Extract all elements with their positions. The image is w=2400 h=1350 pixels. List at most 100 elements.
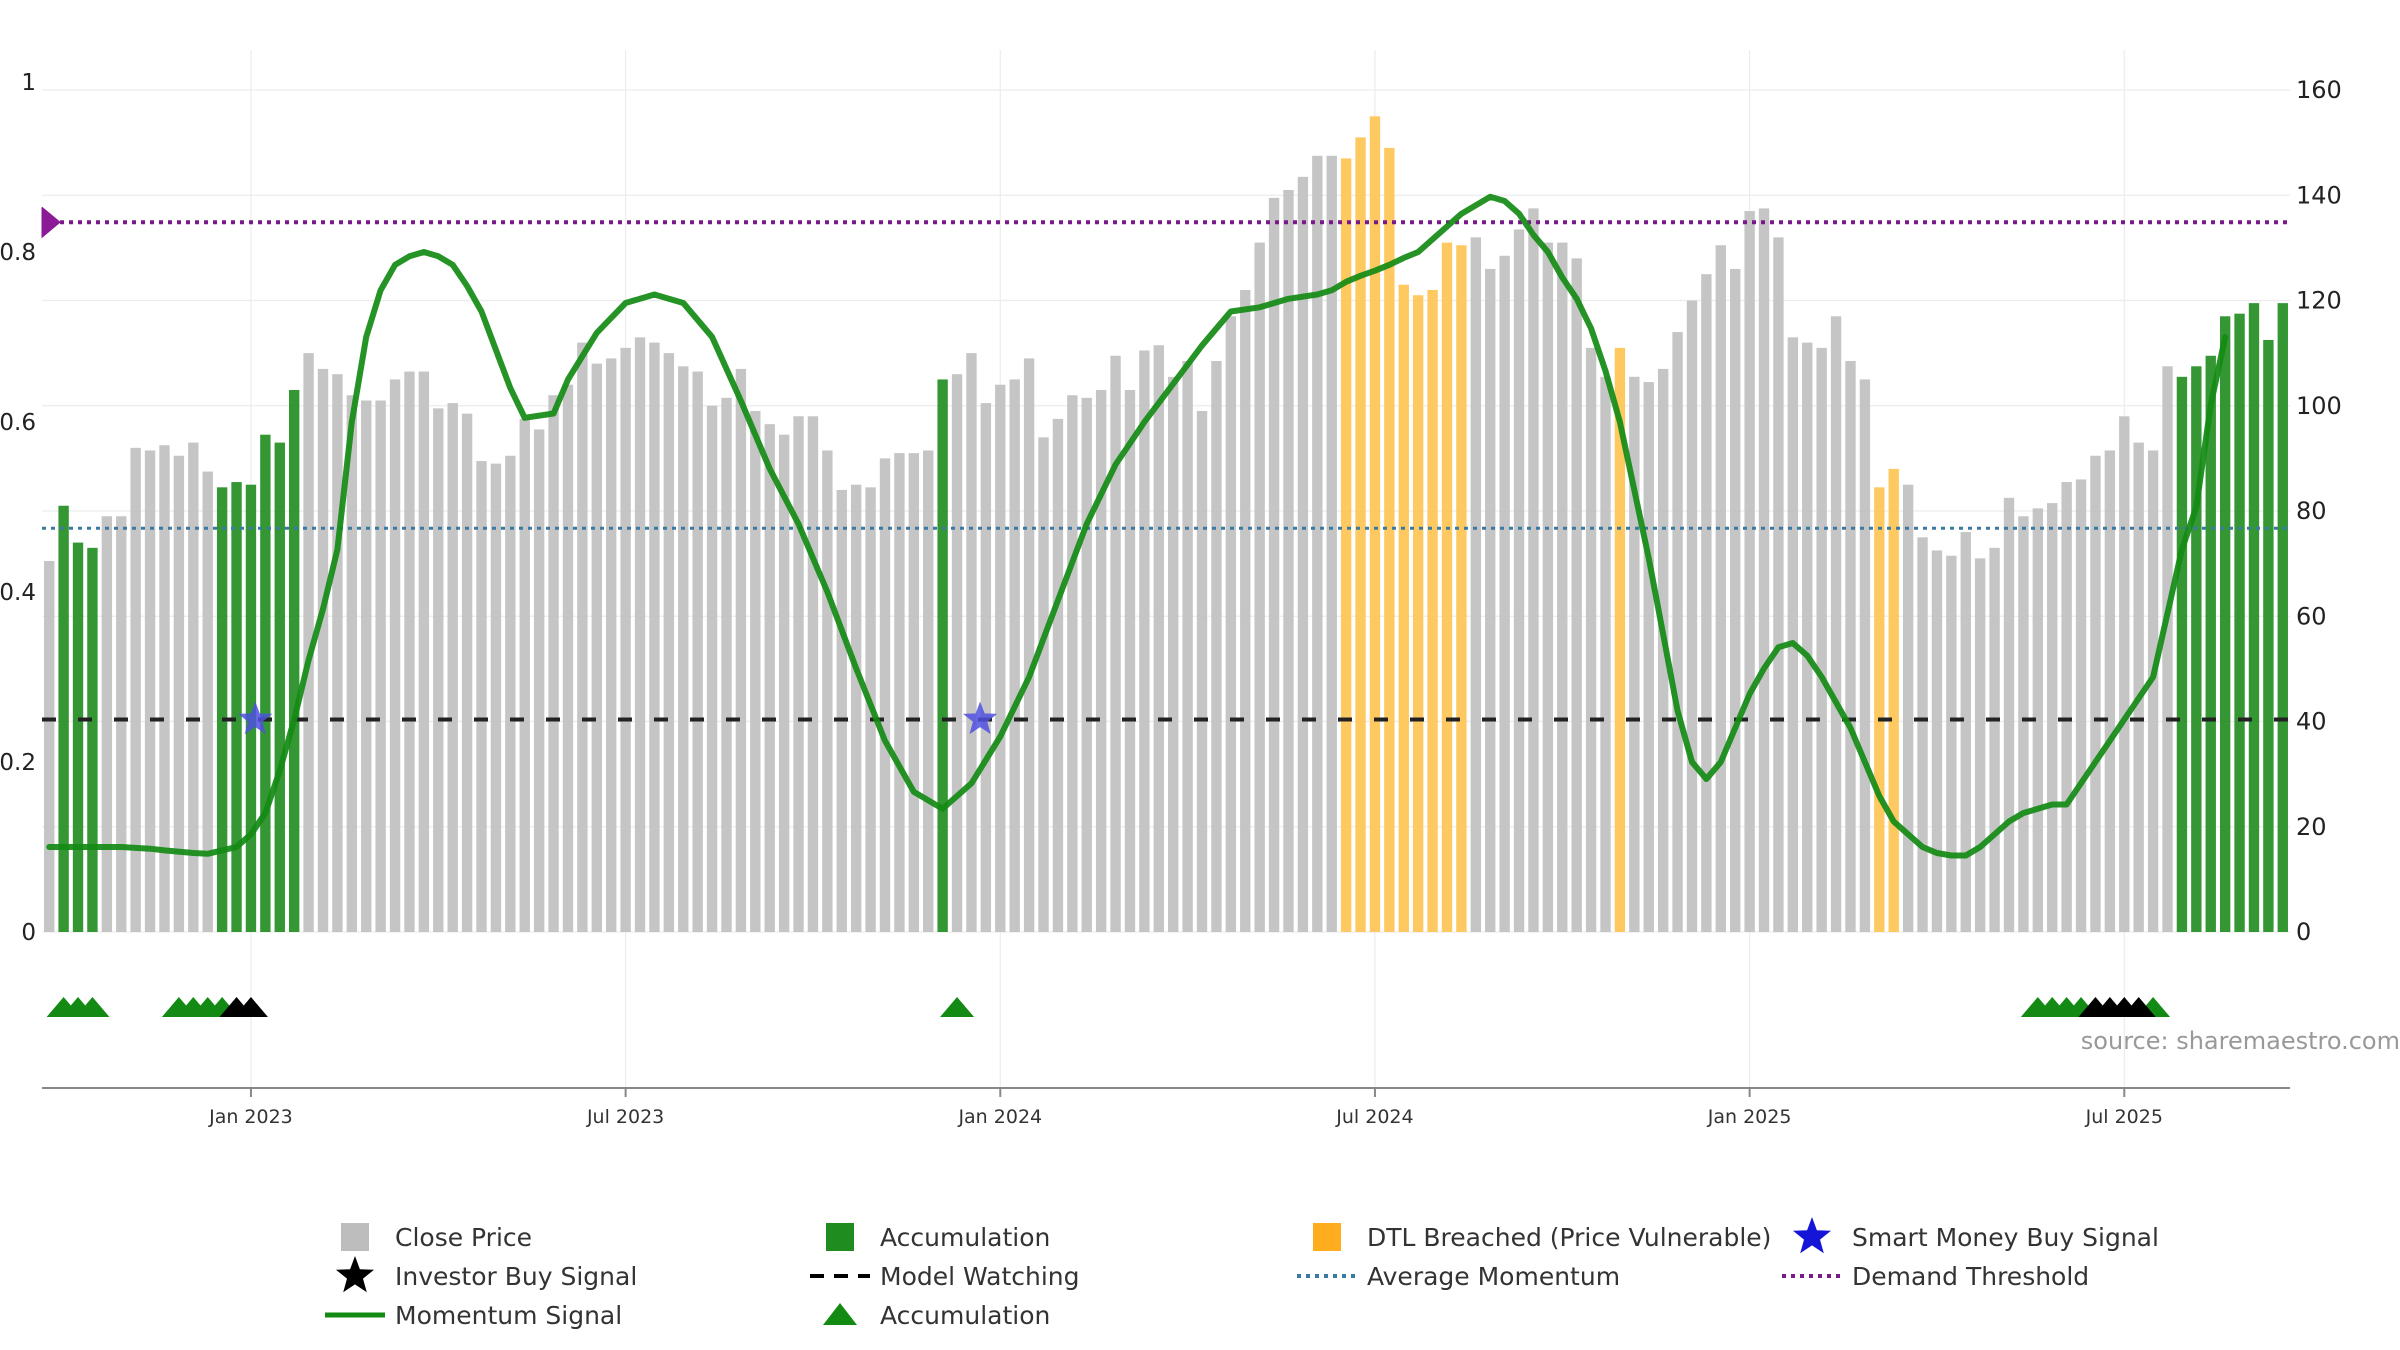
close-price-bar <box>1110 355 1121 933</box>
accumulation-bar <box>937 379 948 932</box>
smart-money-stars <box>238 701 998 735</box>
close-price-bar <box>2075 479 2087 932</box>
accumulation-bar <box>2248 303 2260 933</box>
legend-swatch <box>1313 1223 1341 1251</box>
close-price-bar <box>101 516 113 932</box>
close-price-bar <box>1600 376 1611 932</box>
close-price-bar <box>1268 197 1280 933</box>
close-price-bar <box>1773 237 1784 933</box>
close-price-bar <box>1802 342 1813 933</box>
close-price-bar <box>332 374 343 932</box>
close-price-bar <box>1902 484 1914 932</box>
source-label: source: sharemaestro.com <box>2081 1027 2400 1055</box>
legend-triangle-icon <box>823 1303 857 1325</box>
close-price-bar <box>418 371 430 932</box>
x-tick-label: Jul 2025 <box>2085 1106 2163 1128</box>
close-price-bar <box>1182 361 1193 932</box>
signal-markers <box>46 997 2171 1017</box>
left-tick-label: 0 <box>21 920 36 946</box>
close-price-bar <box>1787 337 1799 932</box>
legend-item: Average Momentum <box>1297 1262 1620 1291</box>
dtl-breached-bar <box>1369 116 1381 932</box>
close-price-bar <box>375 400 386 932</box>
x-tick-label: Jan 2025 <box>1707 1106 1792 1128</box>
right-tick-label: 20 <box>2296 813 2327 841</box>
legend-label: Accumulation <box>880 1223 1050 1252</box>
legend-item: Smart Money Buy Signal <box>1793 1217 2159 1254</box>
close-price-bar <box>346 395 358 933</box>
close-price-bar <box>1513 229 1525 933</box>
close-price-bar <box>2162 366 2173 932</box>
close-price-bar <box>807 416 819 932</box>
close-price-bar <box>361 400 372 932</box>
close-price-bar <box>793 416 804 932</box>
legend-swatch <box>341 1223 369 1251</box>
close-price-bar <box>764 424 775 932</box>
close-price-bar <box>476 461 487 932</box>
close-price-bar <box>389 379 401 932</box>
close-price-bar <box>2090 455 2101 932</box>
close-price-bar <box>706 405 718 932</box>
close-price-bar <box>1124 389 1136 932</box>
close-price-bar <box>1758 208 1770 932</box>
close-price-bar <box>2119 416 2130 932</box>
close-price-bar <box>577 342 588 933</box>
close-price-bar <box>173 455 185 932</box>
close-price-bar <box>620 347 631 932</box>
close-price-bar <box>1499 255 1510 933</box>
close-price-bar <box>433 408 444 933</box>
legend-label: Average Momentum <box>1367 1262 1620 1291</box>
close-price-bar <box>1095 389 1107 932</box>
x-tick-label: Jan 2023 <box>208 1106 293 1128</box>
close-price-bar <box>1067 395 1078 933</box>
close-price-bar <box>202 471 213 932</box>
right-tick-label: 160 <box>2296 76 2342 104</box>
legend-swatch <box>826 1223 854 1251</box>
smart-money-buy-star <box>963 701 998 735</box>
price-bars <box>44 116 2288 933</box>
close-price-bar <box>447 403 458 932</box>
close-price-bar <box>1830 316 1842 933</box>
close-price-bar <box>750 411 761 932</box>
close-price-bar <box>1816 347 1827 932</box>
legend-item: Momentum Signal <box>325 1301 622 1330</box>
momentum-signal-line <box>46 193 2229 859</box>
accumulation-bar <box>2263 339 2274 932</box>
legend-item: Accumulation <box>826 1223 1050 1252</box>
close-price-bar <box>836 489 847 932</box>
legend-label: Demand Threshold <box>1852 1262 2089 1291</box>
close-price-bar <box>1686 300 1698 932</box>
legend-label: Close Price <box>395 1223 532 1252</box>
close-price-bar <box>1672 332 1683 932</box>
accumulation-bar <box>58 505 69 932</box>
close-price-bar <box>951 374 963 932</box>
legend-item: Demand Threshold <box>1782 1262 2089 1291</box>
close-price-bar <box>879 458 891 932</box>
close-price-bar <box>1845 361 1856 932</box>
close-price-bar <box>606 358 617 932</box>
close-price-bar <box>1254 242 1265 933</box>
momentum-signal <box>46 193 2229 859</box>
investor-buy-marker <box>233 997 268 1017</box>
close-price-bar <box>850 484 862 932</box>
accumulation-bar <box>2176 376 2188 932</box>
close-price-bar <box>1557 242 1568 933</box>
close-price-bar <box>159 445 170 932</box>
dtl-breached-bar <box>1398 284 1409 932</box>
dtl-breached-bar <box>1874 487 1885 932</box>
close-price-bar <box>1168 376 1179 932</box>
accumulation-bar <box>245 484 257 932</box>
dtl-breached-bar <box>1412 295 1424 932</box>
close-price-bar <box>1081 397 1092 932</box>
left-tick-label: 0.2 <box>0 750 36 776</box>
dtl-breached-bar <box>1384 147 1395 932</box>
left-tick-label: 0.8 <box>0 240 36 266</box>
close-price-bar <box>1946 555 1957 932</box>
right-tick-label: 0 <box>2296 918 2311 946</box>
dtl-breached-bar <box>1614 347 1626 932</box>
close-price-bar <box>1139 350 1150 932</box>
accumulation-bar <box>260 434 271 932</box>
close-price-bar <box>1023 358 1035 932</box>
dtl-breached-bar <box>1456 245 1467 932</box>
